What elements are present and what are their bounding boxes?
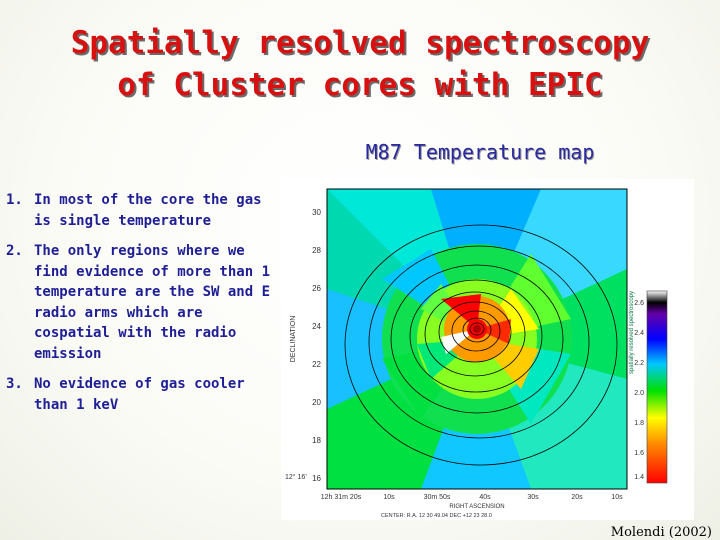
contour-lines — [344, 224, 618, 466]
colorbar-tick: 1.6 — [634, 450, 644, 457]
x-tick: 10s — [383, 494, 395, 501]
side-text: spatially resolved spectroscopy — [629, 291, 635, 374]
bullet-number: 3. — [6, 376, 23, 392]
map-sector — [441, 329, 477, 354]
bullet-item: 2. The only regions where we find eviden… — [6, 241, 278, 364]
map-frame — [326, 188, 628, 490]
y-tick: 22 — [312, 360, 321, 369]
colorbar-tick: 2.4 — [634, 330, 644, 337]
bullet-text: In most of the core the gas is single te… — [34, 192, 262, 229]
x-tick: 40s — [479, 494, 491, 501]
contour — [409, 279, 543, 393]
title-line-2: of Cluster cores with EPIC — [117, 67, 603, 103]
x-tick: 30s — [527, 494, 539, 501]
x-tick: 10s — [611, 494, 623, 501]
contour — [451, 310, 501, 352]
temperature-map — [327, 189, 627, 489]
colorbar-tick: 2.0 — [634, 390, 644, 397]
bullet-list: 1. In most of the core the gas is single… — [6, 190, 278, 425]
x-tick: 12h 31m 20s — [321, 494, 362, 501]
map-sector — [477, 319, 511, 344]
bullet-number: 1. — [6, 192, 23, 208]
map-center — [473, 325, 481, 333]
title-line-1: Spatially resolved spectroscopy — [70, 25, 650, 61]
bullet-item: 3. No evidence of gas cooler than 1 keV — [6, 374, 278, 415]
bullet-text: No evidence of gas cooler than 1 keV — [34, 376, 245, 413]
temperature-map-svg: DECLINATION 30 28 26 24 22 20 18 16 12° … — [285, 188, 668, 519]
slide-title: Spatially resolved spectroscopy of Clust… — [0, 22, 720, 106]
map-sector — [441, 294, 481, 329]
contour — [469, 322, 485, 336]
center-label: CENTER: R.A. 12 30 49.04 DEC +12 23 28.0 — [381, 513, 492, 519]
x-axis-label: RIGHT ASCENSION — [449, 504, 504, 510]
bullet-item: 1. In most of the core the gas is single… — [6, 190, 278, 231]
bullet-text: The only regions where we find evidence … — [34, 243, 271, 362]
x-tick: 30m 50s — [424, 494, 451, 501]
x-tick: 20s — [571, 494, 583, 501]
contour — [424, 291, 526, 377]
temperature-map-figure: DECLINATION 30 28 26 24 22 20 18 16 12° … — [281, 179, 694, 520]
y-tick: 18 — [312, 436, 321, 445]
colorbar-tick: 2.2 — [634, 360, 644, 367]
y-tick: 30 — [312, 208, 321, 217]
colorbar-tick: 2.6 — [634, 300, 644, 307]
contour — [344, 224, 618, 466]
contour — [390, 264, 564, 414]
contour — [438, 301, 512, 363]
figure-credit: Molendi (2002) — [610, 525, 712, 540]
figure-subtitle: M87 Temperature map — [365, 140, 595, 164]
dec-prefix: 12° 16' — [285, 473, 307, 481]
y-tick: 16 — [312, 474, 321, 483]
contour — [368, 245, 590, 439]
y-ticks: 30 28 26 24 22 20 18 16 — [312, 208, 321, 483]
bullet-number: 2. — [6, 243, 23, 259]
y-axis-label: DECLINATION — [290, 316, 297, 363]
colorbar-ticks: 2.6 2.4 2.2 2.0 1.8 1.6 1.4 — [634, 300, 644, 481]
y-tick: 26 — [312, 284, 321, 293]
y-tick: 28 — [312, 246, 321, 255]
contour — [462, 317, 492, 343]
colorbar-tick: 1.8 — [634, 420, 644, 427]
colorbar — [646, 290, 668, 484]
y-tick: 24 — [312, 322, 321, 331]
colorbar-tick: 1.4 — [634, 474, 644, 481]
x-ticks: 12h 31m 20s 10s 30m 50s 40s 30s 20s 10s — [321, 494, 623, 501]
y-tick: 20 — [312, 398, 321, 407]
